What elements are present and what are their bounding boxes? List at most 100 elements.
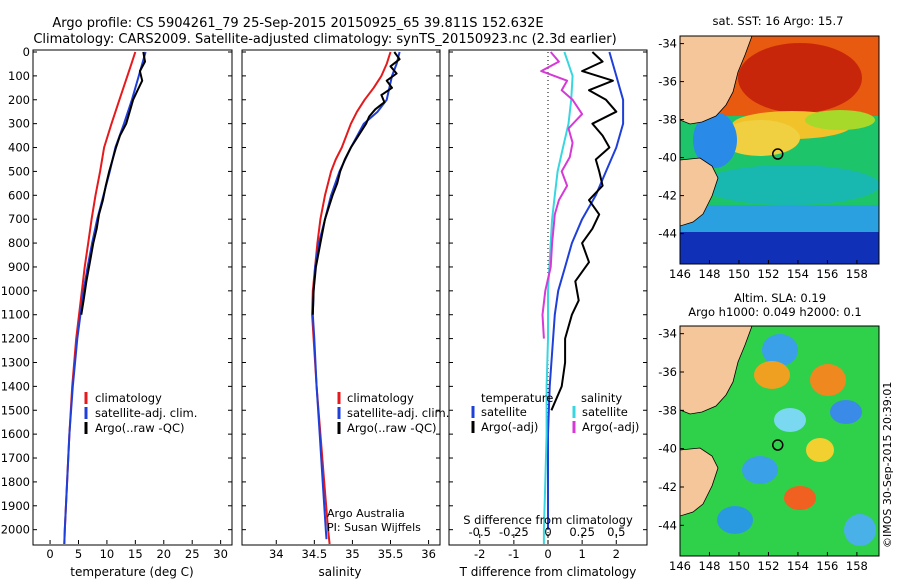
sst-band-yellowgreen bbox=[805, 110, 875, 130]
x-tick-label: 1 bbox=[578, 547, 585, 561]
series-line-satellite-adj-clim- bbox=[63, 51, 147, 545]
sst-land-tasmania bbox=[680, 157, 719, 227]
sla-land-mainland bbox=[680, 326, 753, 415]
x-tick-label: -1 bbox=[508, 547, 519, 561]
sla-high-eddy-4 bbox=[784, 486, 816, 510]
temperature-series bbox=[63, 51, 147, 545]
argo-position-marker bbox=[772, 439, 784, 451]
depth-tick-label: 1400 bbox=[1, 379, 30, 393]
depth-tick-label: 1100 bbox=[1, 308, 30, 322]
s-tick-label: -0.25 bbox=[499, 525, 529, 539]
depth-tick-label: 400 bbox=[8, 141, 30, 155]
source-note-line-1: Argo Australia bbox=[327, 507, 405, 520]
lat-tick-label: -38 bbox=[658, 113, 677, 127]
lat-tick-label: -42 bbox=[658, 189, 677, 203]
source-note-line-2: PI: Susan Wijffels bbox=[327, 521, 421, 534]
depth-tick-label: 1300 bbox=[1, 355, 30, 369]
lon-tick-label: 156 bbox=[816, 559, 838, 573]
sla-high-eddy-3 bbox=[806, 438, 834, 462]
difference-s-ticks: -0.5 -0.25 0 0.25 0.5 bbox=[468, 525, 625, 539]
legend-s-satellite-label: satellite bbox=[582, 405, 628, 419]
lat-tick-label: -40 bbox=[658, 442, 677, 456]
depth-tick-label: 1500 bbox=[1, 403, 30, 417]
lat-tick-label: -34 bbox=[658, 327, 677, 341]
s-difference-label: S difference from climatology bbox=[463, 513, 633, 527]
depth-tick-label: 600 bbox=[8, 188, 30, 202]
depth-tick-label: 0 bbox=[23, 45, 30, 59]
series-line-satellite-adj-clim- bbox=[311, 51, 401, 540]
difference-series bbox=[540, 51, 625, 544]
depth-tick-label: 1600 bbox=[1, 427, 30, 441]
series-line-s-argo bbox=[540, 51, 584, 339]
lon-tick-label: 146 bbox=[669, 267, 691, 281]
salinity-x-ticks: 34 34.5 35 35.5 36 bbox=[269, 540, 436, 561]
sla-low-eddy-4 bbox=[742, 456, 778, 484]
sst-cool-band bbox=[700, 165, 879, 205]
difference-legend: temperature salinity satellite Argo(-adj… bbox=[471, 391, 639, 434]
legend-salinity-title: salinity bbox=[581, 391, 622, 405]
legend-t-satellite-label: satellite bbox=[481, 405, 527, 419]
lat-tick-label: -44 bbox=[658, 227, 677, 241]
lon-tick-label: 158 bbox=[846, 267, 868, 281]
temperature-panel-frame bbox=[32, 49, 233, 546]
argo-position-markers bbox=[772, 148, 784, 451]
depth-tick-label: 1200 bbox=[1, 332, 30, 346]
series-line-argo bbox=[80, 51, 146, 315]
legend-t-argo-label: Argo(-adj) bbox=[481, 420, 538, 434]
lat-tick-label: -36 bbox=[658, 75, 677, 89]
x-tick-label: 35 bbox=[345, 547, 360, 561]
depth-tick-label: 100 bbox=[8, 69, 30, 83]
header-line-1: Argo profile: CS 5904261_79 25-Sep-2015 … bbox=[52, 16, 543, 31]
lat-tick-label: -42 bbox=[658, 480, 677, 494]
sla-high-eddy-1 bbox=[754, 361, 790, 389]
sla-map-ticks: 146 148 150 152 154 156 158 -34 -36 -38 -40 -42 -44 bbox=[658, 327, 868, 573]
depth-tick-label: 700 bbox=[8, 212, 30, 226]
lat-tick-label: -36 bbox=[658, 365, 677, 379]
sst-map-title: sat. SST: 16 Argo: 15.7 bbox=[713, 14, 844, 28]
lat-tick-label: -38 bbox=[658, 403, 677, 417]
series-line-t-argo bbox=[550, 51, 618, 411]
x-tick-label: 25 bbox=[185, 547, 200, 561]
series-line-climatology bbox=[311, 51, 392, 545]
x-tick-label: 34 bbox=[269, 547, 284, 561]
depth-tick-label: 2000 bbox=[1, 523, 30, 537]
legend-climatology-label: climatology bbox=[347, 391, 414, 405]
x-tick-label: -2 bbox=[474, 547, 485, 561]
header-line-2: Climatology: CARS2009. Satellite-adjuste… bbox=[33, 32, 616, 47]
s-tick-label: 0.25 bbox=[569, 525, 595, 539]
sla-map-title: Altim. SLA: 0.19 bbox=[734, 291, 826, 305]
x-tick-label: 36 bbox=[421, 547, 436, 561]
sst-map-frame bbox=[679, 35, 880, 265]
x-tick-label: 5 bbox=[75, 547, 82, 561]
salinity-legend: climatology satellite-adj. clim. Argo(..… bbox=[337, 391, 449, 435]
sla-low-eddy-6 bbox=[844, 514, 876, 546]
lon-tick-label: 148 bbox=[699, 559, 721, 573]
lon-tick-label: 152 bbox=[757, 267, 779, 281]
salinity-series bbox=[311, 51, 401, 545]
x-tick-label: 34.5 bbox=[302, 547, 328, 561]
lon-tick-label: 154 bbox=[787, 267, 809, 281]
sla-low-eddy-2 bbox=[774, 408, 806, 432]
lon-tick-label: 148 bbox=[699, 267, 721, 281]
lon-tick-label: 152 bbox=[757, 559, 779, 573]
imos-credit: ©IMOS 30-Sep-2015 20:39:01 bbox=[881, 382, 894, 548]
depth-tick-label: 1000 bbox=[1, 284, 30, 298]
depth-tick-label: 800 bbox=[8, 236, 30, 250]
s-tick-label: 0.5 bbox=[607, 525, 625, 539]
lon-tick-label: 156 bbox=[816, 267, 838, 281]
depth-tick-label: 1800 bbox=[1, 475, 30, 489]
lon-tick-label: 150 bbox=[728, 267, 750, 281]
s-tick-label: -0.5 bbox=[468, 525, 490, 539]
series-line-s-satellite bbox=[542, 51, 574, 544]
x-tick-label: 0 bbox=[544, 547, 551, 561]
lat-tick-label: -34 bbox=[658, 37, 677, 51]
argo-position-marker bbox=[772, 148, 784, 160]
lat-tick-label: -44 bbox=[658, 518, 677, 532]
legend-satellite-label: satellite-adj. clim. bbox=[95, 406, 197, 420]
depth-tick-label: 500 bbox=[8, 164, 30, 178]
legend-temperature-title: temperature bbox=[481, 391, 553, 405]
depth-tick-label: 300 bbox=[8, 117, 30, 131]
sla-map bbox=[680, 326, 879, 556]
depth-tick-label: 900 bbox=[8, 260, 30, 274]
